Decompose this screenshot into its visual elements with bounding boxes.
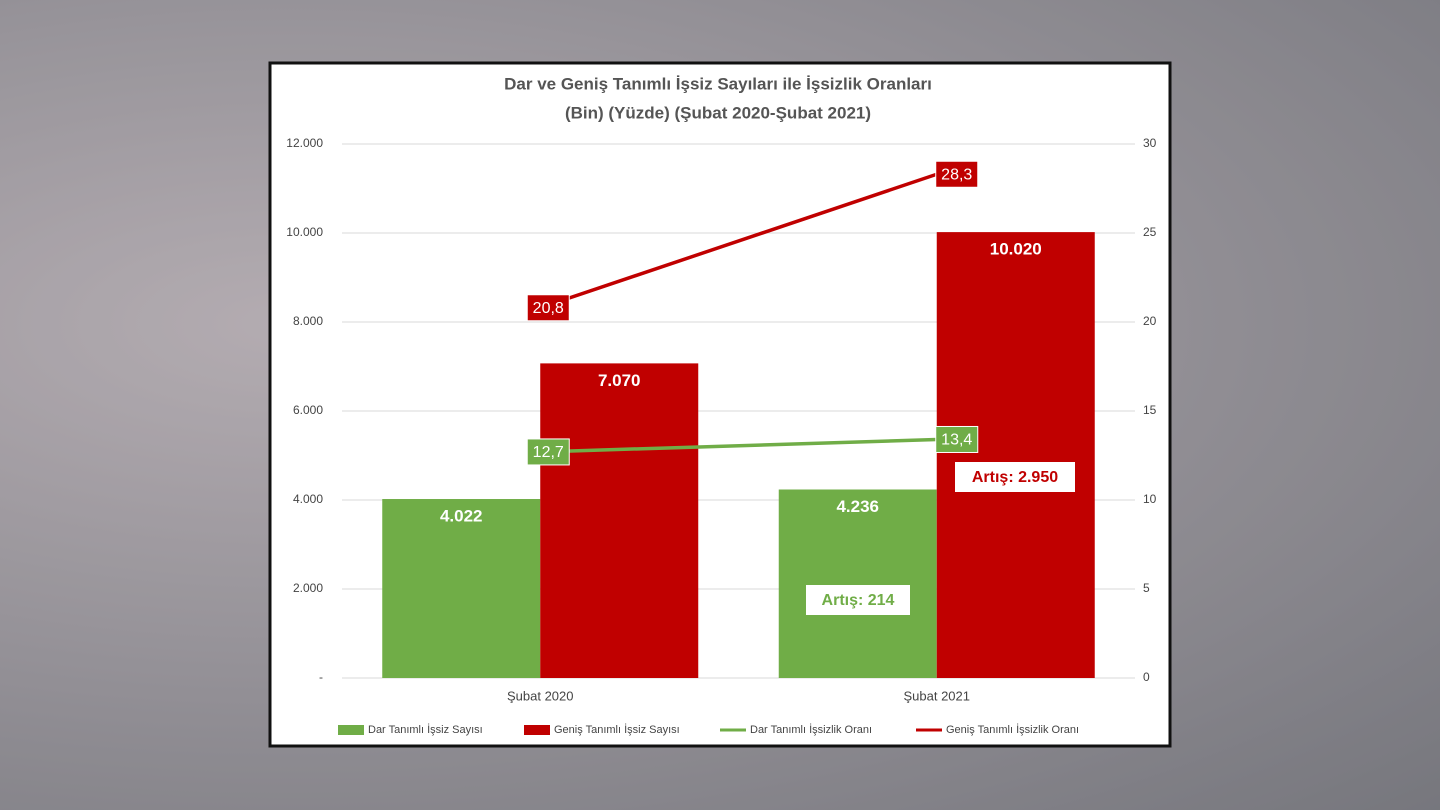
bar-value-label: 4.236 — [836, 497, 879, 516]
legend-label: Geniş Tanımlı İşsizlik Oranı — [946, 723, 1079, 736]
y2-tick-label: 20 — [1143, 314, 1157, 328]
y-tick-label: 6.000 — [293, 403, 323, 417]
legend-swatch — [338, 725, 364, 735]
annotation: Artış: 214 — [822, 592, 895, 609]
legend-label: Geniş Tanımlı İşsiz Sayısı — [554, 723, 680, 736]
y2-tick-label: 5 — [1143, 581, 1150, 595]
annotation: Artış: 2.950 — [972, 469, 1058, 486]
annotation-box — [955, 462, 1075, 492]
bar — [382, 499, 541, 678]
y-tick-label: 8.000 — [293, 314, 323, 328]
line-label-box — [526, 438, 570, 466]
bar — [778, 489, 937, 678]
y-tick-label: 12.000 — [286, 136, 323, 150]
legend-label: Dar Tanımlı İşsiz Sayısı — [368, 723, 483, 736]
line-label-box — [526, 294, 570, 322]
bar — [936, 232, 1095, 679]
line-label-box — [935, 160, 979, 188]
y-tick-label: 10.000 — [286, 225, 323, 239]
y2-tick-label: 25 — [1143, 225, 1157, 239]
y2-tick-label: 0 — [1143, 670, 1150, 684]
y-tick-label: - — [319, 670, 323, 684]
line-value-label: 13,4 — [941, 432, 972, 449]
line-value-label: 20,8 — [533, 300, 564, 317]
line — [540, 437, 937, 454]
y-tick-label: 2.000 — [293, 581, 323, 595]
y2-tick-label: 15 — [1143, 403, 1157, 417]
y-tick-label: 4.000 — [293, 492, 323, 506]
line-value-label: 28,3 — [941, 166, 972, 183]
chart-title: Dar ve Geniş Tanımlı İşsiz Sayıları ile … — [504, 74, 932, 93]
legend-label: Dar Tanımlı İşsizlik Oranı — [750, 723, 872, 736]
line-value-label: 12,7 — [533, 444, 564, 461]
chart-title: (Bin) (Yüzde) (Şubat 2020-Şubat 2021) — [565, 103, 871, 122]
bar-value-label: 4.022 — [440, 507, 483, 526]
line-label-box — [935, 425, 979, 453]
line — [539, 172, 938, 310]
x-tick-label: Şubat 2021 — [903, 688, 970, 703]
legend-swatch — [524, 725, 550, 735]
annotation-box — [806, 585, 910, 615]
x-tick-label: Şubat 2020 — [507, 688, 574, 703]
bar — [540, 363, 699, 678]
y2-tick-label: 10 — [1143, 492, 1157, 506]
bar-value-label: 10.020 — [990, 240, 1042, 259]
y2-tick-label: 30 — [1143, 136, 1157, 150]
bar-value-label: 7.070 — [598, 371, 641, 390]
